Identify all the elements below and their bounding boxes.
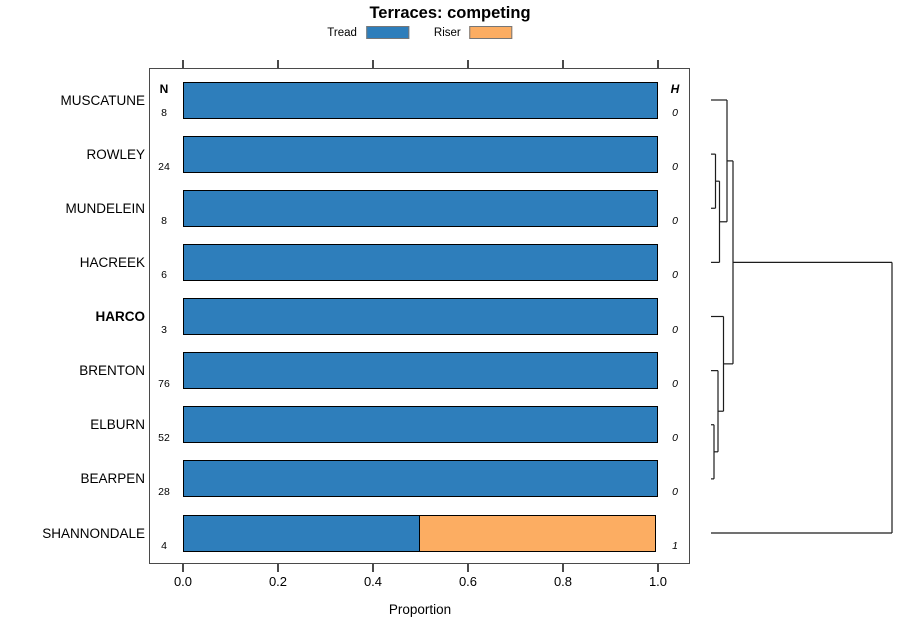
row-label-muscatune: MUSCATUNE (60, 92, 145, 108)
bar-segment-tread (183, 298, 658, 335)
row-label-mundelein: MUNDELEIN (65, 200, 145, 216)
bar-segment-tread (183, 135, 658, 173)
row-label-shannondale: SHANNONDALE (42, 525, 145, 541)
h-value-shannondale: 1 (672, 540, 678, 552)
h-column-header: H (670, 82, 680, 96)
x-tick-label-0.6: 0.6 (458, 574, 478, 589)
h-value-muscatune: 0 (672, 107, 678, 119)
bar-segment-tread (183, 460, 658, 498)
bar-segment-tread (183, 81, 658, 119)
x-tick-label-0.8: 0.8 (553, 574, 573, 589)
row-label-rowley: ROWLEY (86, 146, 145, 162)
x-tick-label-0.2: 0.2 (268, 574, 288, 589)
x-axis-title: Proportion (388, 602, 452, 617)
n-value-mundelein: 8 (161, 215, 167, 228)
bottom-axis-tick (562, 564, 564, 572)
n-column-header: N (159, 82, 169, 96)
bottom-axis-tick (277, 564, 279, 572)
bottom-axis-tick (657, 564, 659, 572)
h-value-rowley: 0 (672, 161, 678, 174)
top-axis-tick (657, 60, 659, 68)
n-value-hacreek: 6 (161, 269, 167, 282)
bar-harco (183, 298, 658, 335)
h-value-elburn: 0 (672, 431, 678, 444)
bottom-axis-tick (372, 564, 374, 572)
n-value-bearpen: 28 (158, 485, 170, 498)
bar-muscatune (183, 81, 658, 119)
top-axis-tick (467, 60, 469, 68)
h-value-bearpen: 0 (672, 485, 678, 498)
legend-label-riser: Riser (433, 26, 461, 39)
row-label-harco: HARCO (95, 309, 146, 324)
bar-bearpen (183, 460, 658, 498)
plot-frame (149, 68, 690, 564)
n-value-harco: 3 (161, 323, 167, 336)
x-tick-label-0.0: 0.0 (173, 574, 193, 589)
bottom-axis-tick (182, 564, 184, 572)
n-value-rowley: 24 (158, 161, 170, 174)
n-value-muscatune: 8 (161, 107, 167, 119)
bar-elburn (183, 406, 658, 444)
bar-rowley (183, 135, 658, 173)
x-tick-label-1.0: 1.0 (648, 574, 668, 589)
top-axis-tick (562, 60, 564, 68)
x-tick-label-0.4: 0.4 (363, 574, 383, 589)
h-value-hacreek: 0 (672, 269, 678, 282)
bar-segment-tread (183, 352, 658, 390)
bar-segment-riser (418, 514, 657, 552)
bar-segment-tread (183, 406, 658, 444)
bar-segment-tread (183, 514, 421, 552)
bottom-axis-tick (467, 564, 469, 572)
row-label-elburn: ELBURN (90, 417, 145, 433)
h-value-mundelein: 0 (672, 215, 678, 228)
n-value-shannondale: 4 (161, 540, 167, 552)
h-value-harco: 0 (672, 323, 678, 336)
legend: Tread Riser (327, 26, 513, 39)
legend-swatch-riser (469, 26, 513, 39)
legend-swatch-tread (365, 26, 409, 39)
bar-shannondale (183, 514, 658, 552)
legend-label-tread: Tread (327, 26, 357, 39)
top-axis-tick (182, 60, 184, 68)
row-label-hacreek: HACREEK (79, 254, 145, 270)
top-axis-tick (372, 60, 374, 68)
h-value-brenton: 0 (672, 377, 678, 390)
row-label-bearpen: BEARPEN (80, 471, 145, 487)
top-axis-tick (277, 60, 279, 68)
n-value-brenton: 76 (158, 377, 170, 390)
bar-brenton (183, 352, 658, 390)
chart-title: Terraces: competing (369, 4, 531, 22)
bar-segment-tread (183, 189, 658, 227)
bar-mundelein (183, 189, 658, 227)
bar-segment-tread (183, 243, 658, 281)
bar-hacreek (183, 243, 658, 281)
row-label-brenton: BRENTON (79, 363, 145, 379)
n-value-elburn: 52 (158, 431, 170, 444)
